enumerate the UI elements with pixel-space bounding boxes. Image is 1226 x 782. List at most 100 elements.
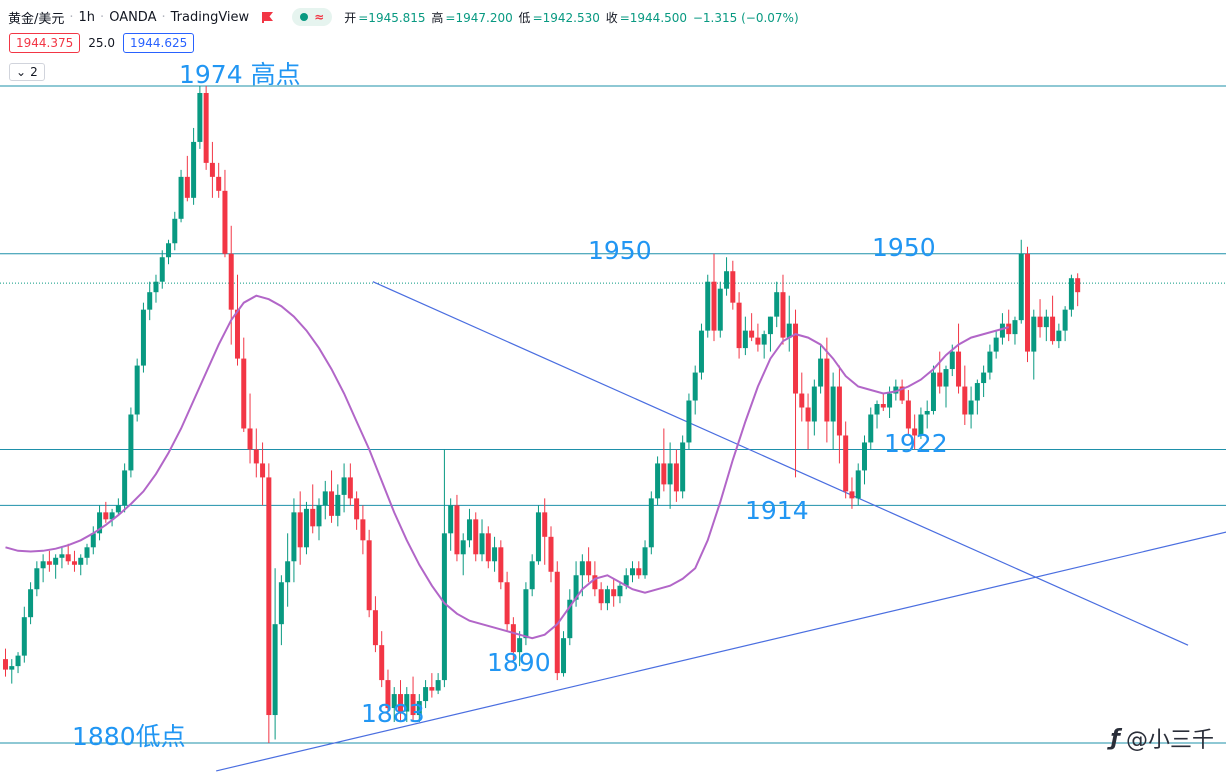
candle-body [247, 428, 253, 450]
ohlc-values: 开 =1945.815 高 =1947.200 低 =1942.530 收 =1944.… [344, 9, 800, 26]
candle-body [46, 561, 52, 565]
candle-body [861, 442, 867, 471]
candle [843, 421, 849, 499]
candle [655, 456, 661, 506]
candle [97, 505, 103, 541]
interval[interactable]: 1h [78, 9, 96, 25]
candle-body [567, 599, 573, 639]
candle [836, 365, 842, 464]
candle-body [184, 176, 190, 198]
candle-body [962, 386, 968, 415]
candle [987, 344, 993, 380]
candle-body [548, 536, 554, 572]
candle-body [742, 330, 748, 349]
candle [736, 292, 742, 359]
candle [1043, 309, 1049, 342]
annotation-support-1922: 1922 [884, 429, 948, 458]
watermark: ƒ @小三千 [1110, 722, 1214, 754]
candle [799, 372, 805, 422]
candle [178, 169, 184, 223]
candle-body [385, 680, 391, 709]
candle [561, 631, 567, 677]
candle [272, 568, 278, 740]
candle [71, 550, 77, 572]
candle [122, 463, 128, 513]
candle [253, 428, 259, 478]
market-open-dot-icon [300, 13, 309, 21]
candle [115, 498, 121, 516]
candle [34, 561, 40, 597]
market-status-badge[interactable]: ≈ [292, 8, 333, 26]
candle-body [918, 414, 924, 436]
candle [241, 337, 247, 432]
candle-body [749, 330, 755, 338]
candle [535, 505, 541, 565]
candle-body [372, 610, 378, 646]
candle-body [159, 257, 165, 282]
candle-body [197, 92, 203, 142]
candle-body [617, 585, 623, 597]
candle-body [423, 687, 429, 702]
candle-body [1043, 316, 1049, 328]
buy-price-button[interactable]: 1944.625 [122, 33, 195, 53]
candle-body [830, 386, 836, 422]
candle [316, 498, 322, 541]
candle-body [561, 638, 567, 674]
candle [329, 470, 335, 523]
candle [310, 484, 316, 534]
candle-body [147, 292, 153, 310]
open-value: =1945.815 [358, 10, 426, 25]
candle-body [586, 561, 592, 576]
candle [692, 365, 698, 415]
candle-body [686, 400, 692, 443]
candle [222, 169, 228, 258]
candle-body [322, 491, 328, 506]
candle-body [153, 281, 159, 293]
candle [1006, 309, 1012, 342]
candle-body [661, 463, 667, 485]
candle [899, 379, 905, 405]
candle-body [40, 561, 46, 569]
candle [197, 86, 203, 149]
candle-body [241, 358, 247, 429]
candle-body [1056, 330, 1062, 342]
candle [937, 351, 943, 394]
candle [686, 393, 692, 450]
candle-body [510, 624, 516, 653]
candle-body [454, 505, 460, 555]
candle [755, 323, 761, 352]
candle-body [498, 547, 504, 583]
candle-body [774, 292, 780, 317]
candle [542, 498, 548, 565]
candle-body [84, 547, 90, 558]
candle [1018, 239, 1024, 324]
candle [554, 561, 560, 681]
candle [642, 540, 648, 579]
candle-body [329, 491, 335, 516]
candle [266, 463, 272, 743]
sell-price-button[interactable]: 1944.375 [9, 33, 81, 53]
candle-body [698, 330, 704, 373]
open-label: 开 [344, 10, 357, 25]
candle-body [347, 477, 353, 499]
candle-body [1068, 278, 1074, 310]
symbol-name[interactable]: 黄金/美元 [8, 11, 65, 27]
candle-body [880, 404, 886, 408]
candle-body [479, 533, 485, 555]
candle-body [912, 428, 918, 436]
candle-body [818, 358, 824, 387]
candle-body [680, 442, 686, 492]
candle [604, 585, 610, 611]
candle [510, 617, 516, 663]
candle-body [341, 477, 347, 495]
candle-body [15, 655, 21, 667]
candle [347, 463, 353, 506]
candle-body [122, 470, 128, 506]
flag-icon[interactable] [261, 11, 274, 23]
candle [730, 260, 736, 310]
indicators-toggle[interactable]: ⌄ 2 [9, 63, 45, 81]
candle [216, 162, 222, 198]
candle-body [379, 645, 385, 681]
candle-body [1050, 316, 1056, 342]
